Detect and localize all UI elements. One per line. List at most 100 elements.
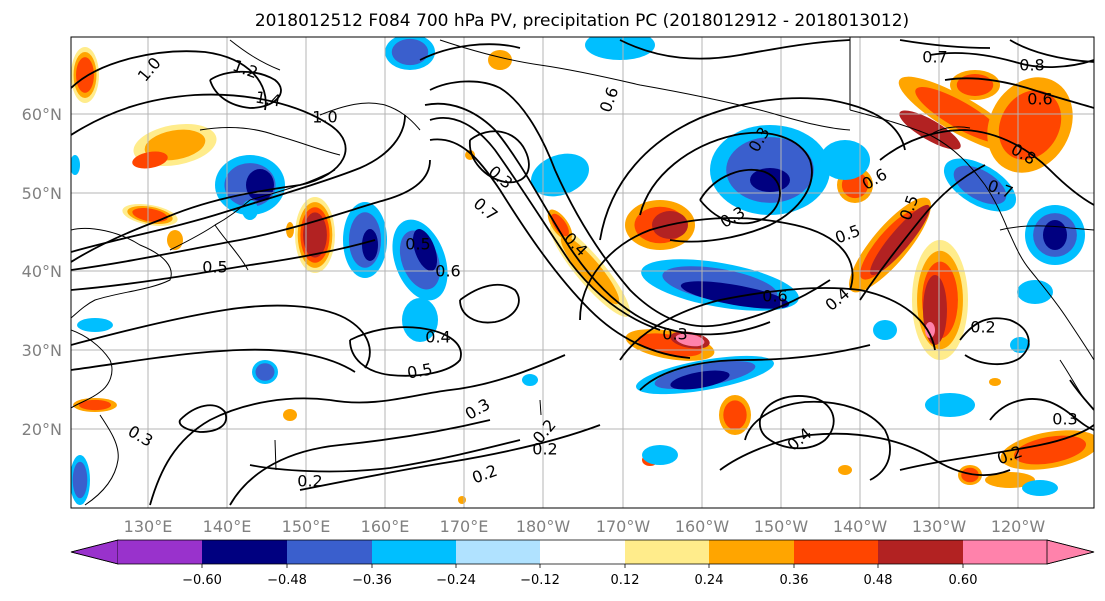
contour-label: 0.5 [405,235,430,254]
pv-contour-line [149,397,331,506]
contour-label: 0.2 [532,440,557,459]
contour-label: 0.8 [1019,56,1044,75]
negative-anomaly-area [412,229,438,271]
positive-anomaly-area [560,235,620,305]
pv-contour-line [719,432,1011,477]
longitude-label: 170°E [440,517,489,536]
contour-label: 0.3 [662,325,687,344]
colorbar: −0.60 −0.48 −0.36 −0.24 −0.12 0.12 0.24 0.36 0.4… [70,539,1095,588]
coastline [999,225,1094,231]
colorbar-swatch [709,540,794,564]
longitude-label: 140°E [203,517,252,536]
colorbar-tick-label: −0.36 [352,573,392,588]
pv-contour-line [299,424,601,491]
pv-contour-line [469,130,530,184]
contour-label: 0.2 [297,472,322,491]
pv-contour-line [1069,379,1094,411]
longitude-label: 140°W [833,517,888,536]
map-axis-labels: 130°E 140°E 150°E 160°E 170°E 180°W 170°W 160°W… [22,105,1046,536]
pv-contour-line [619,39,851,60]
contour-label: 0.2 [970,318,995,337]
negative-anomaly-area [77,318,113,332]
pv-contour-line [71,304,371,369]
positive-anomaly-area [132,151,168,169]
coastline [439,39,851,131]
colorbar-swatch [963,540,1047,564]
coastline [84,414,119,506]
negative-anomaly-area [642,445,678,465]
colorbar-tick-label: 0.24 [695,573,724,588]
positive-anomaly-area [283,409,297,421]
colorbar-swatch [625,540,709,564]
pv-contour-line [229,419,491,506]
contour-label: 1.4 [254,87,282,110]
positive-anomaly-area [998,90,1062,160]
colorbar-tick-label: 0.60 [949,573,978,588]
negative-anomaly-area [391,38,429,66]
coastline [319,102,421,131]
colorbar-tick-label: 0.12 [611,573,640,588]
longitude-label: 130°E [124,517,173,536]
pv-contour-line [859,164,986,301]
colorbar-swatch [372,540,456,564]
colorbar-swatch [456,540,540,564]
positive-anomaly-area [925,322,935,338]
colorbar-swatch [794,540,878,564]
negative-anomaly-area [820,140,870,180]
negative-anomaly-area [925,393,975,417]
negative-anomaly-area [680,281,790,309]
latitude-label: 40°N [22,262,62,281]
positive-anomaly-area [961,467,979,483]
colorbar-extend-max [1046,539,1095,565]
pv-contour-line [899,39,991,49]
pv-contour-line [424,102,771,336]
negative-anomaly-area [1010,337,1030,353]
negative-anomaly-area [530,153,590,197]
pv-contour-line [71,114,406,253]
colorbar-tick-label: 0.36 [780,573,809,588]
positive-anomaly-area [458,496,466,504]
negative-anomaly-area [72,461,88,499]
pv-contour-line [249,439,521,473]
negative-anomaly-area [362,229,378,261]
pv-contour-line [209,70,282,109]
pv-contour-line [959,317,1030,365]
latitude-label: 50°N [22,184,62,203]
positive-anomaly-area [286,222,294,238]
map-panel: 1.0 1.21.41.00.50.70.30.40.60.30.50.2 0.20… [22,36,1095,536]
pv-contour-line [744,400,891,481]
colorbar-extend-min [70,539,119,565]
pv-contour-line [459,283,520,324]
negative-anomaly-area [255,363,275,381]
contour-label: 0.7 [922,48,947,67]
colorbar-tick-label: −0.60 [182,573,222,588]
positive-anomaly-area [488,50,512,70]
colorbar-swatch [287,540,372,564]
pv-contour-line [178,404,227,433]
pv-contour-line [419,43,521,61]
precipitation-shading [71,37,1094,505]
pv-contour-line [1009,39,1094,63]
colorbar-swatch [202,540,287,564]
latitude-label: 20°N [22,420,62,439]
positive-anomaly-area [76,57,94,93]
pv-contour-line [71,348,356,373]
longitude-label: 160°W [675,517,730,536]
positive-anomaly-area [551,213,569,237]
pv-contour-line [944,77,1094,109]
colorbar-tick-label: 0.48 [864,573,893,588]
pv-contour-line [639,131,813,243]
pv-contour-line [639,344,871,391]
pv-contour-line [758,395,835,450]
negative-anomaly-area [750,168,790,192]
pv-contour-line [71,159,431,271]
coastline [849,109,1094,361]
pv-contour-line [599,97,906,241]
longitude-label: 180°W [516,517,571,536]
longitude-label: 150°E [282,517,331,536]
pv-contour-line [899,424,1094,471]
longitude-label: 130°W [912,517,967,536]
positive-anomaly-area [78,399,112,411]
colorbar-tick-label: −0.48 [267,573,307,588]
pv-contour-line [349,326,462,377]
